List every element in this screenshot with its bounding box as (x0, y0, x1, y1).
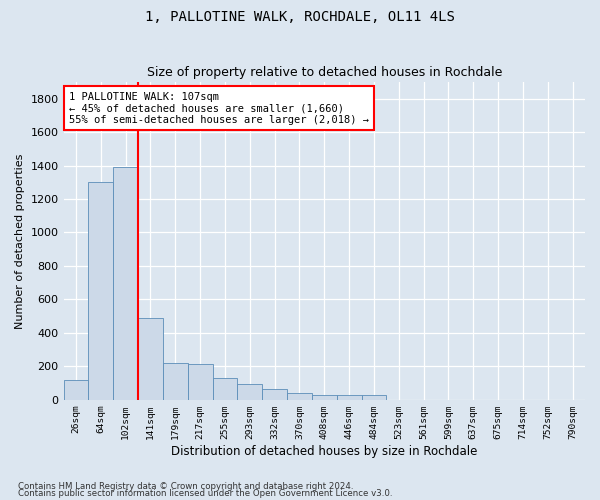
Bar (212, 378, 238, 400)
Bar (262, 388, 287, 400)
Bar (88, 182, 113, 400)
Bar (64, 380, 88, 400)
Text: Contains public sector information licensed under the Open Government Licence v3: Contains public sector information licen… (18, 489, 392, 498)
Bar (163, 363, 188, 400)
Bar (337, 394, 362, 400)
Text: Contains HM Land Registry data © Crown copyright and database right 2024.: Contains HM Land Registry data © Crown c… (18, 482, 353, 491)
Y-axis label: Number of detached properties: Number of detached properties (15, 153, 25, 328)
Title: Size of property relative to detached houses in Rochdale: Size of property relative to detached ho… (146, 66, 502, 80)
Text: 1, PALLOTINE WALK, ROCHDALE, OL11 4LS: 1, PALLOTINE WALK, ROCHDALE, OL11 4LS (145, 10, 455, 24)
Bar (362, 394, 386, 400)
Bar (238, 384, 262, 400)
Bar (287, 393, 312, 400)
Bar (138, 318, 163, 400)
Text: 1 PALLOTINE WALK: 107sqm
← 45% of detached houses are smaller (1,660)
55% of sem: 1 PALLOTINE WALK: 107sqm ← 45% of detach… (69, 92, 369, 125)
Bar (188, 364, 212, 400)
Bar (312, 394, 337, 400)
Bar (113, 168, 138, 400)
X-axis label: Distribution of detached houses by size in Rochdale: Distribution of detached houses by size … (171, 444, 478, 458)
